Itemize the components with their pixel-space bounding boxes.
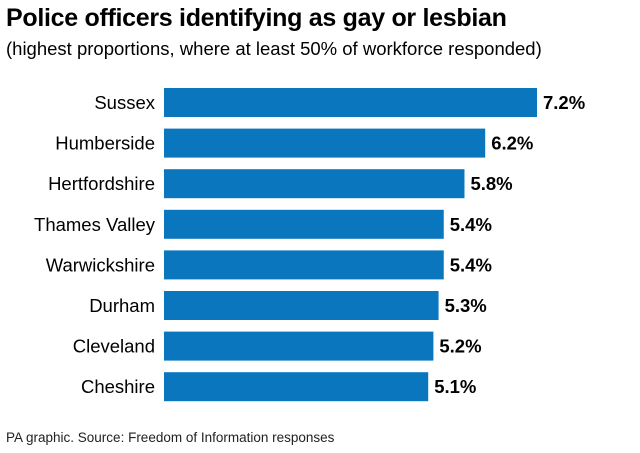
category-label: Sussex — [94, 92, 155, 113]
bar-row: Durham 5.3% — [89, 291, 487, 320]
bar-row: Hertfordshire 5.8% — [48, 169, 513, 199]
bar-row: Thames Valley 5.4% — [34, 209, 492, 239]
bar — [164, 331, 434, 361]
category-label: Durham — [89, 295, 155, 316]
category-label: Cheshire — [81, 376, 155, 397]
category-label: Humberside — [55, 133, 155, 154]
bar-row: Warwickshire 5.4% — [46, 250, 492, 280]
category-label: Hertfordshire — [48, 173, 155, 194]
category-label: Thames Valley — [34, 214, 156, 235]
value-label: 5.3% — [445, 295, 487, 316]
chart-title: Police officers identifying as gay or le… — [6, 4, 507, 32]
value-label: 5.1% — [434, 376, 476, 397]
bar — [164, 88, 537, 117]
bar — [164, 169, 465, 199]
value-label: 5.8% — [470, 173, 512, 194]
value-label: 6.2% — [491, 133, 533, 154]
bar-row: Cheshire 5.1% — [81, 372, 476, 402]
bar-row: Sussex 7.2% — [94, 88, 585, 117]
source-note: PA graphic. Source: Freedom of Informati… — [6, 430, 335, 445]
bar — [164, 372, 429, 402]
chart-subtitle: (highest proportions, where at least 50%… — [6, 38, 542, 59]
value-label: 5.2% — [439, 336, 481, 357]
bar — [164, 209, 444, 239]
value-label: 7.2% — [543, 92, 585, 113]
value-label: 5.4% — [450, 214, 492, 235]
bar-row: Humberside 6.2% — [55, 128, 533, 158]
bar — [164, 291, 439, 320]
bar-row: Cleveland 5.2% — [73, 331, 482, 361]
value-label: 5.4% — [450, 254, 492, 275]
bar — [164, 250, 444, 280]
bars-layer: Sussex 7.2% Humberside 6.2% Hertfordshire 5.8… — [34, 88, 585, 402]
category-label: Cleveland — [73, 336, 155, 357]
category-label: Warwickshire — [46, 254, 155, 275]
bar — [164, 128, 486, 158]
